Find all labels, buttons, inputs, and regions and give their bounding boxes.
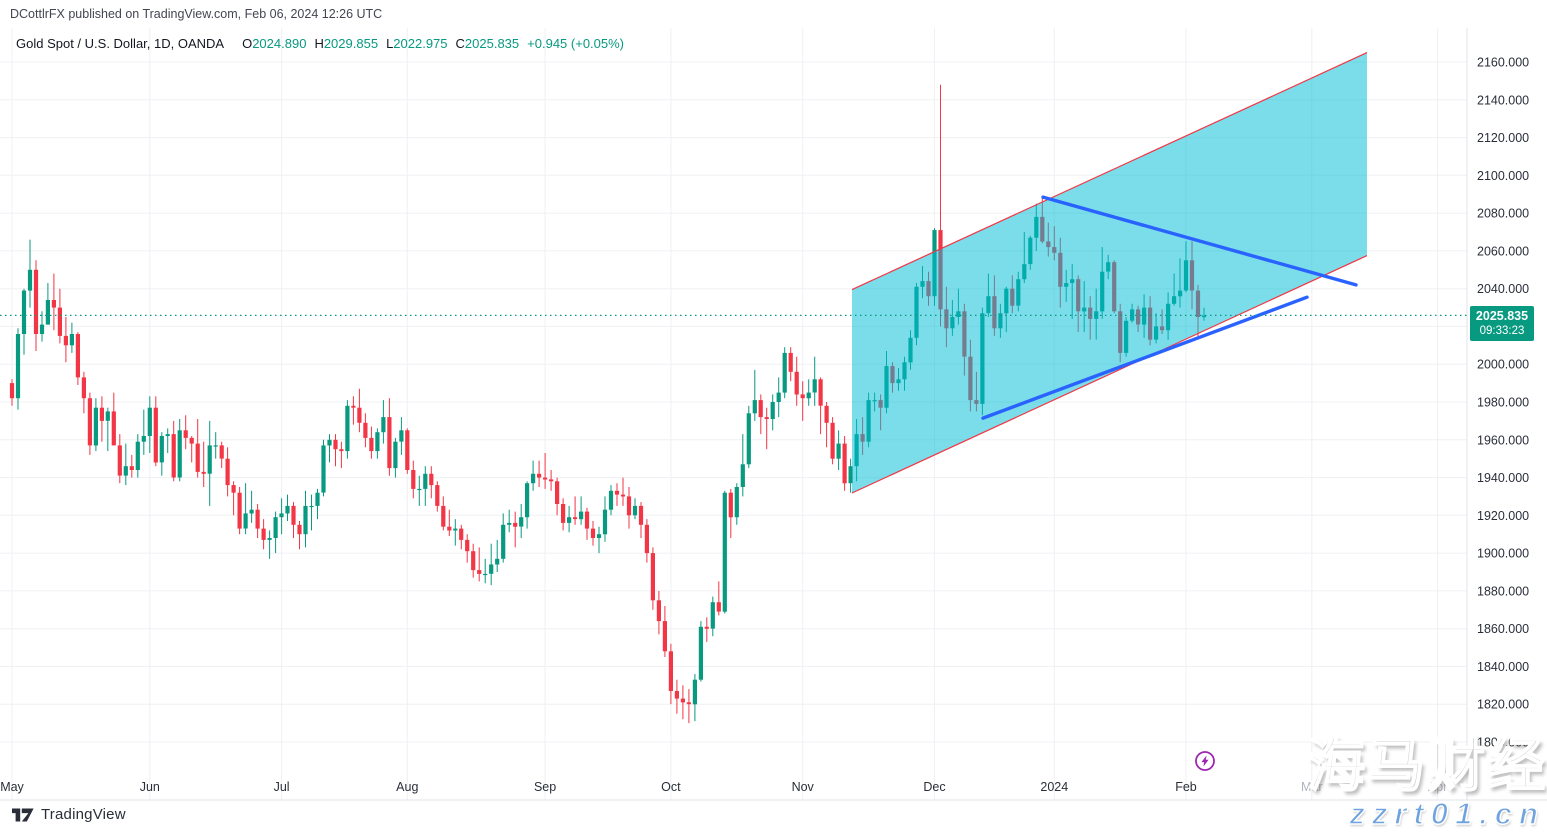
svg-text:2060.000: 2060.000 [1477, 244, 1529, 258]
svg-text:Jul: Jul [274, 780, 290, 794]
idea-lightning-marker [1195, 751, 1215, 771]
open-label: O [242, 36, 253, 51]
svg-text:Mar: Mar [1301, 780, 1323, 794]
svg-text:2080.000: 2080.000 [1477, 207, 1529, 221]
open-value: 2024.890 [252, 36, 307, 51]
svg-text:1900.000: 1900.000 [1477, 547, 1529, 561]
svg-text:2140.000: 2140.000 [1477, 93, 1529, 107]
svg-text:2024: 2024 [1040, 780, 1068, 794]
low-label: L [386, 36, 394, 51]
tradingview-wordmark: TradingView [41, 806, 126, 823]
svg-text:2160.000: 2160.000 [1477, 56, 1529, 70]
change-value: +0.945 (+0.05%) [527, 36, 625, 51]
svg-text:Oct: Oct [661, 780, 681, 794]
svg-text:May: May [0, 780, 24, 794]
close-value: 2025.835 [464, 36, 520, 51]
last-price: 2025.835 [1475, 308, 1529, 323]
svg-text:Feb: Feb [1175, 780, 1197, 794]
svg-text:2040.000: 2040.000 [1477, 282, 1529, 296]
svg-text:1960.000: 1960.000 [1477, 433, 1529, 447]
svg-text:1920.000: 1920.000 [1477, 509, 1529, 523]
tradingview-logo-icon [12, 806, 34, 823]
svg-text:Dec: Dec [923, 780, 945, 794]
svg-text:2120.000: 2120.000 [1477, 131, 1529, 145]
svg-text:Jun: Jun [140, 780, 160, 794]
high-label: H [314, 36, 324, 51]
svg-text:1840.000: 1840.000 [1477, 660, 1529, 674]
svg-text:1800.000: 1800.000 [1477, 736, 1529, 750]
tradingview-attribution[interactable]: TradingView [12, 806, 126, 823]
price-axis[interactable] [1467, 28, 1547, 800]
high-value: 2029.855 [323, 36, 379, 51]
low-value: 2022.975 [393, 36, 448, 51]
last-price-badge: 2025.835 09:33:23 [1470, 306, 1534, 341]
svg-text:1980.000: 1980.000 [1477, 396, 1529, 410]
svg-text:1940.000: 1940.000 [1477, 471, 1529, 485]
svg-text:Sep: Sep [534, 780, 556, 794]
svg-text:Nov: Nov [792, 780, 815, 794]
watermark-chinese: 海马财经 [1306, 732, 1547, 799]
svg-text:1860.000: 1860.000 [1477, 622, 1529, 636]
symbol-title[interactable]: Gold Spot / U.S. Dollar, 1D, OANDA [16, 36, 225, 51]
svg-text:2000.000: 2000.000 [1477, 358, 1529, 372]
published-byline: DCottlrFX published on TradingView.com, … [10, 7, 383, 21]
svg-text:Aug: Aug [396, 780, 418, 794]
svg-text:2100.000: 2100.000 [1477, 169, 1529, 183]
time-axis[interactable] [0, 800, 1467, 836]
close-label: C [455, 36, 465, 51]
bar-countdown: 09:33:23 [1479, 325, 1525, 338]
parallel-channel [852, 52, 1367, 493]
svg-text:1820.000: 1820.000 [1477, 698, 1529, 712]
svg-text:Apr: Apr [1428, 780, 1447, 794]
watermark-url: zzrt01.cn [1349, 795, 1545, 832]
chart-legend: Gold Spot / U.S. Dollar, 1D, OANDA O2024.… [16, 36, 624, 51]
svg-text:1880.000: 1880.000 [1477, 584, 1529, 598]
